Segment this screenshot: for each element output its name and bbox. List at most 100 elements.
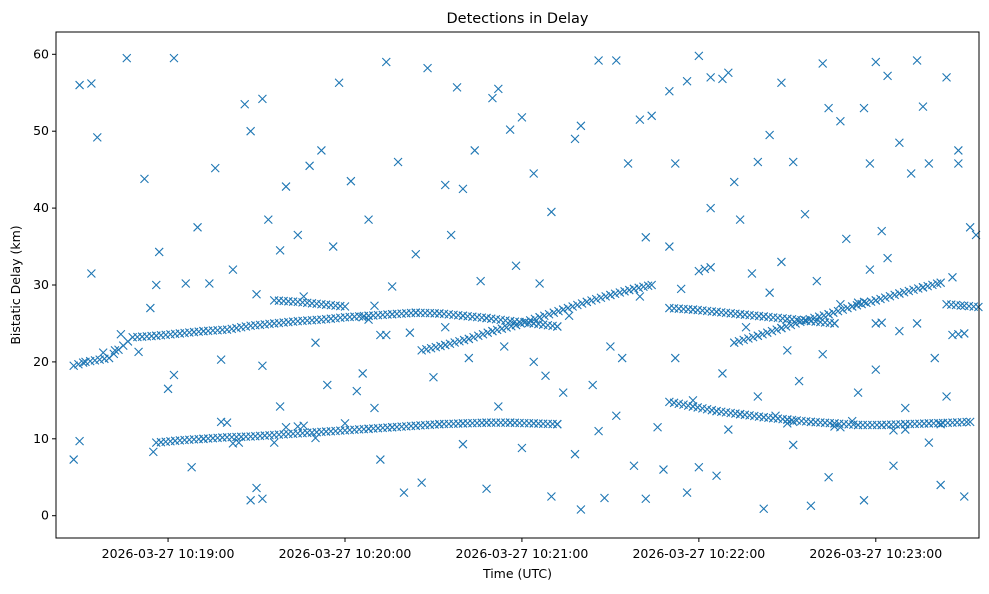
detection-marker — [452, 82, 462, 92]
detection-marker — [706, 262, 716, 272]
detection-marker — [558, 388, 568, 398]
detection-marker-track-2 — [643, 281, 653, 291]
detection-marker — [865, 265, 875, 275]
detection-marker — [505, 125, 515, 135]
detection-marker — [145, 303, 155, 313]
y-tick-label: 60 — [33, 46, 49, 61]
detection-marker — [788, 157, 798, 167]
detection-marker — [216, 355, 226, 364]
detection-marker — [924, 159, 934, 168]
detection-marker — [777, 78, 786, 88]
detection-marker — [883, 253, 892, 263]
detection-marker — [865, 159, 875, 168]
detection-marker-track-5 — [762, 328, 772, 338]
detection-marker-track-1 — [552, 322, 562, 331]
detection-marker — [894, 138, 904, 148]
detection-marker — [706, 72, 716, 82]
detection-marker — [281, 422, 291, 432]
detection-marker — [476, 276, 486, 286]
detection-marker — [482, 484, 491, 494]
detection-marker — [594, 426, 603, 436]
detection-marker-track-2 — [563, 303, 573, 313]
x-tick-label: 2026-03-27 10:23:00 — [809, 546, 942, 561]
detection-marker — [352, 386, 362, 396]
detection-marker — [334, 78, 344, 88]
detection-marker — [375, 455, 385, 464]
detection-marker — [936, 419, 946, 429]
detection-marker — [547, 492, 556, 501]
detection-marker — [629, 461, 639, 471]
detection-marker — [747, 269, 757, 278]
detection-marker-track-2 — [464, 334, 474, 344]
detection-marker-track-2 — [535, 312, 545, 322]
detection-marker — [782, 345, 792, 355]
y-tick-label: 10 — [33, 431, 49, 446]
detection-marker — [959, 329, 969, 338]
detection-marker — [140, 174, 149, 184]
detection-marker — [387, 282, 397, 291]
detection-marker — [317, 146, 326, 155]
detection-marker-track-5 — [838, 305, 848, 314]
detection-marker — [877, 226, 887, 236]
y-axis: 0 10 20 30 40 50 60 — [33, 46, 56, 523]
detection-marker-track-6 — [962, 417, 972, 427]
detection-marker — [86, 79, 96, 88]
detection-marker — [370, 301, 379, 311]
detection-marker — [281, 182, 291, 191]
detection-marker-track-4 — [830, 319, 839, 328]
detection-marker-track-5 — [777, 323, 786, 333]
detection-marker — [818, 349, 828, 359]
detection-marker-track-2 — [549, 308, 559, 318]
detection-marker — [617, 353, 627, 363]
detection-marker — [75, 436, 84, 446]
detection-marker — [788, 417, 798, 427]
detection-marker-track-2 — [483, 328, 493, 338]
detection-marker — [163, 384, 173, 394]
detection-marker — [682, 76, 692, 86]
detection-marker — [222, 418, 232, 428]
detection-marker — [440, 180, 450, 190]
detection-marker — [458, 184, 468, 194]
detection-marker — [511, 261, 521, 271]
detection-marker — [670, 159, 680, 168]
detection-marker — [859, 297, 869, 307]
detection-marker — [830, 422, 839, 431]
detection-marker — [859, 495, 869, 505]
detection-marker — [883, 71, 892, 81]
detection-marker — [358, 369, 368, 378]
detection-marker-track-2 — [473, 331, 483, 341]
detection-marker — [263, 215, 273, 225]
detection-marker — [364, 215, 373, 225]
detection-marker — [836, 299, 845, 309]
detection-marker — [564, 311, 574, 321]
detection-marker — [588, 380, 598, 390]
detection-marker — [771, 411, 780, 421]
detection-marker — [440, 322, 450, 332]
detection-marker — [694, 266, 704, 276]
detection-marker — [517, 443, 527, 453]
detection-marker-track-2 — [572, 300, 582, 310]
detection-marker-track-2 — [478, 329, 488, 339]
detection-marker — [729, 177, 739, 187]
detection-marker-track-5 — [781, 322, 791, 331]
detection-marker — [794, 376, 804, 386]
detection-marker — [800, 209, 810, 219]
y-tick-label: 20 — [33, 354, 49, 369]
detection-marker-track-5 — [843, 303, 852, 313]
detection-marker — [134, 347, 143, 357]
detection-marker — [723, 425, 733, 434]
detection-marker — [753, 157, 763, 167]
detection-marker — [252, 289, 261, 299]
detection-marker-track-5 — [791, 319, 800, 328]
detection-marker — [154, 247, 164, 257]
x-axis-label: Time (UTC) — [482, 566, 552, 581]
detection-marker — [370, 403, 379, 413]
y-tick-label: 30 — [33, 277, 49, 292]
detection-marker — [912, 319, 922, 328]
detection-marker — [458, 439, 468, 449]
detection-marker — [900, 425, 910, 434]
detection-marker — [228, 265, 238, 275]
detection-marker — [529, 169, 539, 178]
